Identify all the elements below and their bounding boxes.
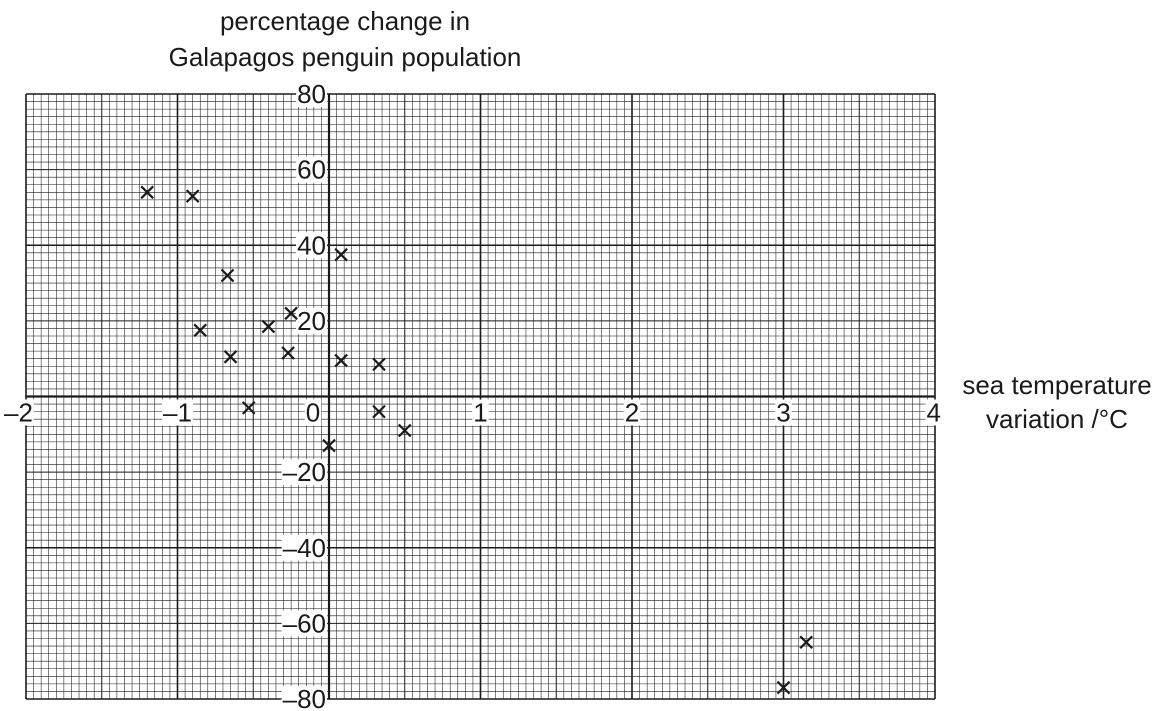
data-point (322, 438, 336, 453)
tick-label-background (472, 399, 489, 426)
data-point (776, 680, 791, 695)
data-point (372, 404, 386, 419)
y-tick-label: 60 (297, 155, 326, 185)
data-point (261, 319, 276, 334)
data-point (220, 268, 235, 283)
data-point (334, 353, 348, 368)
data-point (334, 247, 348, 262)
data-point (241, 401, 256, 415)
data-point (284, 306, 298, 321)
data-points (140, 185, 814, 695)
data-point-stroke (284, 306, 298, 321)
x-tick-label: –1 (163, 398, 192, 428)
x-tick-label: 3 (776, 398, 790, 428)
data-point (799, 635, 814, 650)
tick-label-background (775, 399, 792, 426)
y-axis-label-line-1: percentage change in (219, 6, 471, 36)
data-point (140, 185, 154, 200)
data-point-stroke (241, 401, 256, 415)
data-point-stroke (397, 423, 412, 438)
y-tick-label: 40 (297, 230, 326, 260)
y-axis-label-line-2: Galapagos penguin population (168, 42, 522, 72)
data-point-stroke (322, 438, 336, 453)
data-point (185, 189, 200, 203)
y-tick-label: 20 (297, 306, 326, 336)
data-point-stroke (372, 357, 386, 372)
data-point-stroke (334, 247, 348, 262)
data-point-stroke (776, 680, 791, 695)
data-point-stroke (372, 404, 386, 419)
tick-label-background (925, 399, 942, 426)
data-point (397, 423, 412, 438)
grid (25, 93, 936, 700)
data-point-stroke (223, 350, 238, 364)
y-tick-label: –20 (283, 457, 326, 487)
data-point-stroke (799, 635, 814, 650)
tick-label-background (623, 399, 641, 426)
tick-label-background (281, 459, 327, 486)
x-tick-label: 0 (306, 398, 320, 428)
data-point-stroke (193, 323, 208, 338)
tick-label-background (296, 232, 327, 259)
y-tick-label: –80 (283, 684, 326, 711)
data-point (281, 346, 295, 360)
tick-labels: –2 –1 0 1 2 3 4 80 60 40 20 –20 –40 –60 –80 (3, 79, 942, 711)
tick-label-background (296, 156, 327, 183)
data-point-stroke (281, 346, 295, 360)
data-point-stroke (220, 268, 235, 283)
x-axis-label-line-1: sea temperature (962, 370, 1152, 400)
data-point (372, 357, 386, 372)
tick-label-background (281, 610, 327, 637)
x-tick-label: 2 (625, 398, 639, 428)
tick-label-background (304, 399, 322, 426)
x-tick-label: 4 (927, 398, 941, 428)
tick-label-background (3, 399, 34, 426)
data-point (223, 350, 238, 364)
data-point-stroke (140, 185, 154, 200)
tick-label-background (162, 399, 193, 426)
y-tick-label: 80 (297, 79, 326, 109)
y-tick-label: –60 (283, 608, 326, 638)
data-point-stroke (185, 189, 200, 203)
x-axis-label-line-2: variation /°C (986, 404, 1128, 434)
data-point-stroke (334, 353, 348, 368)
tick-label-background (281, 534, 327, 561)
tick-label-background (296, 81, 327, 107)
data-point (193, 323, 208, 338)
y-tick-label: –40 (283, 533, 326, 563)
x-tick-label: 1 (473, 398, 487, 428)
data-point-stroke (261, 319, 276, 334)
tick-label-background (296, 307, 327, 334)
tick-label-background (281, 686, 327, 711)
x-tick-label: –2 (4, 398, 33, 428)
